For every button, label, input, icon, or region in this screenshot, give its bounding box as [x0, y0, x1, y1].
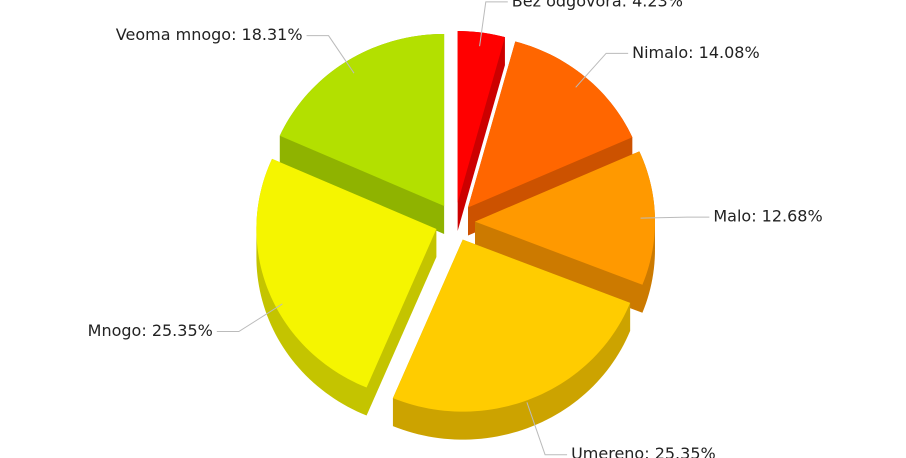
data-label: Malo: 12.68% — [713, 207, 822, 226]
data-label: Veoma mnogo: 18.31% — [116, 25, 303, 44]
slice — [256, 158, 437, 388]
slice — [474, 151, 655, 285]
slice — [279, 33, 445, 206]
data-label: Nimalo: 14.08% — [632, 43, 760, 62]
leader-line — [640, 216, 710, 219]
leader-line — [575, 52, 629, 88]
slice — [468, 41, 633, 208]
slice — [392, 239, 631, 412]
data-label: Bez odgovora: 4.23% — [512, 0, 683, 10]
leader-line — [216, 303, 283, 333]
slice — [457, 31, 505, 204]
leader-line — [306, 35, 355, 74]
leader-line — [479, 1, 508, 47]
data-label: Mnogo: 25.35% — [88, 321, 213, 340]
leader-line — [526, 402, 568, 456]
data-label: Umereno: 25.35% — [571, 444, 716, 458]
